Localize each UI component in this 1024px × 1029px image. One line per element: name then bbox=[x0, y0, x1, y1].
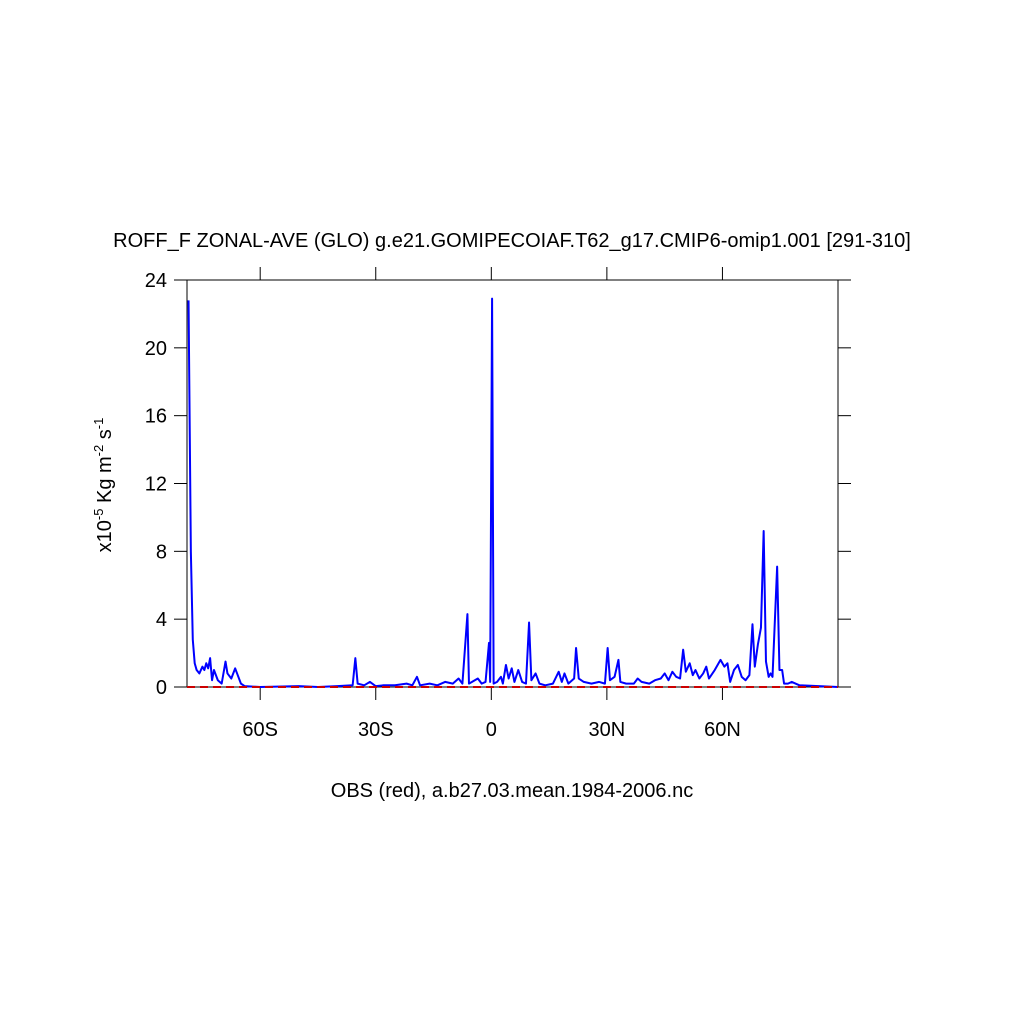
x-tick-label: 30S bbox=[358, 719, 394, 741]
y-label-sup: -5 bbox=[91, 509, 106, 521]
y-label-part: Kg m bbox=[94, 456, 116, 508]
subtitle: OBS (red), a.b27.03.mean.1984-2006.nc bbox=[331, 780, 693, 802]
y-label-part: x10 bbox=[94, 520, 116, 552]
y-axis-label: x10-5 Kg m-2 s-1 bbox=[91, 418, 116, 553]
x-tick-label: 60N bbox=[704, 719, 741, 741]
y-label-sup: -2 bbox=[91, 445, 106, 457]
y-label-part: s bbox=[94, 429, 116, 445]
x-tick-label: 30N bbox=[589, 719, 626, 741]
x-tick-label: 0 bbox=[486, 719, 497, 741]
y-tick-label: 12 bbox=[145, 474, 167, 496]
y-tick-label: 4 bbox=[156, 609, 167, 631]
y-tick-label: 16 bbox=[145, 406, 167, 428]
chart-title: ROFF_F ZONAL-AVE (GLO) g.e21.GOMIPECOIAF… bbox=[113, 230, 911, 252]
x-tick-label: 60S bbox=[242, 719, 278, 741]
y-tick-label: 24 bbox=[145, 270, 167, 292]
y-tick-label: 0 bbox=[156, 677, 167, 699]
y-tick-label: 8 bbox=[156, 541, 167, 563]
y-label-sup: -1 bbox=[91, 418, 106, 430]
y-tick-label: 20 bbox=[145, 338, 167, 360]
